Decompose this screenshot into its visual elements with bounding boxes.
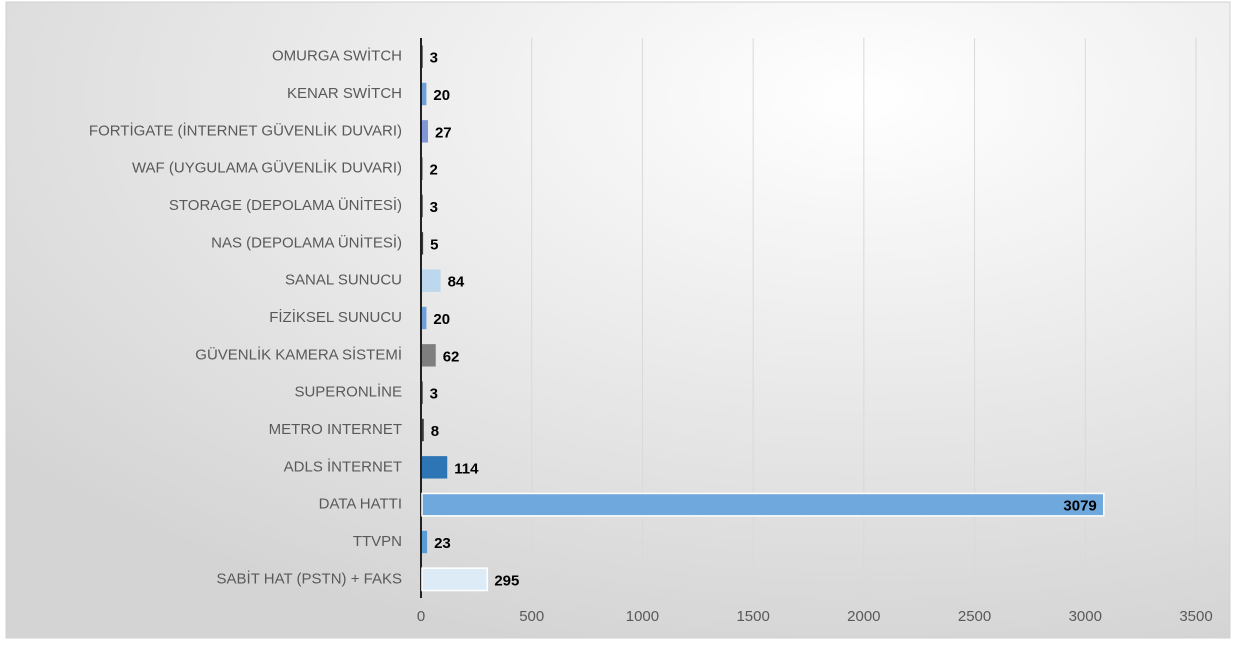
category-label: TTVPN [353, 533, 402, 550]
category-label: STORAGE (DEPOLAMA ÜNİTESİ) [169, 196, 402, 214]
bar [421, 492, 1105, 517]
bar [422, 418, 424, 442]
value-label: 5 [430, 236, 438, 253]
x-tick-label: 500 [519, 608, 544, 625]
value-label: 27 [435, 124, 452, 141]
value-label: 3 [430, 386, 438, 403]
category-label: GÜVENLİK KAMERA SİSTEMİ [195, 345, 402, 363]
x-tick-label: 2500 [958, 608, 991, 625]
bar [422, 381, 423, 404]
category-label: NAS (DEPOLAMA ÜNİTESİ) [211, 233, 402, 251]
bar [422, 306, 427, 330]
category-label: WAF (UYGULAMA GÜVENLİK DUVARI) [132, 159, 402, 177]
x-tick-label: 0 [417, 608, 425, 625]
bar [422, 120, 428, 143]
x-tick-label: 3500 [1179, 608, 1212, 625]
bar [422, 45, 423, 68]
bar [421, 567, 489, 592]
value-label: 114 [454, 460, 479, 477]
bar [422, 82, 427, 106]
value-label: 84 [448, 274, 465, 291]
value-label: 8 [431, 423, 439, 440]
category-label: ADLS İNTERNET [284, 457, 402, 475]
value-label: 3079 [1063, 498, 1096, 515]
category-label: KENAR SWİTCH [287, 84, 402, 102]
category-label: METRO INTERNET [269, 421, 402, 438]
bar [422, 456, 448, 479]
category-label: DATA HATTI [319, 496, 402, 513]
category-label: FORTİGATE (İNTERNET GÜVENLİK DUVARI) [89, 121, 402, 139]
value-label: 23 [434, 535, 451, 552]
x-tick-label: 3000 [1069, 608, 1102, 625]
bar [422, 530, 428, 554]
value-label: 3 [430, 199, 438, 216]
bar [422, 344, 436, 367]
category-label: FİZİKSEL SUNUCU [269, 308, 402, 326]
bar [422, 269, 441, 292]
x-tick-label: 1500 [736, 608, 769, 625]
value-label: 2 [429, 162, 437, 179]
value-label: 20 [433, 87, 450, 104]
value-label: 295 [494, 572, 519, 589]
value-label: 62 [443, 348, 460, 365]
chart-background [5, 1, 1231, 639]
category-label: OMURGA SWİTCH [272, 47, 402, 65]
bar [422, 232, 424, 255]
category-label: SABİT HAT (PSTN) + FAKS [217, 569, 402, 587]
category-label: SUPERONLİNE [294, 383, 402, 401]
value-label: 20 [433, 311, 450, 328]
x-tick-label: 1000 [626, 608, 659, 625]
value-label: 3 [430, 50, 438, 67]
x-tick-label: 2000 [847, 608, 880, 625]
bar [422, 194, 423, 218]
category-label: SANAL SUNUCU [285, 272, 402, 289]
